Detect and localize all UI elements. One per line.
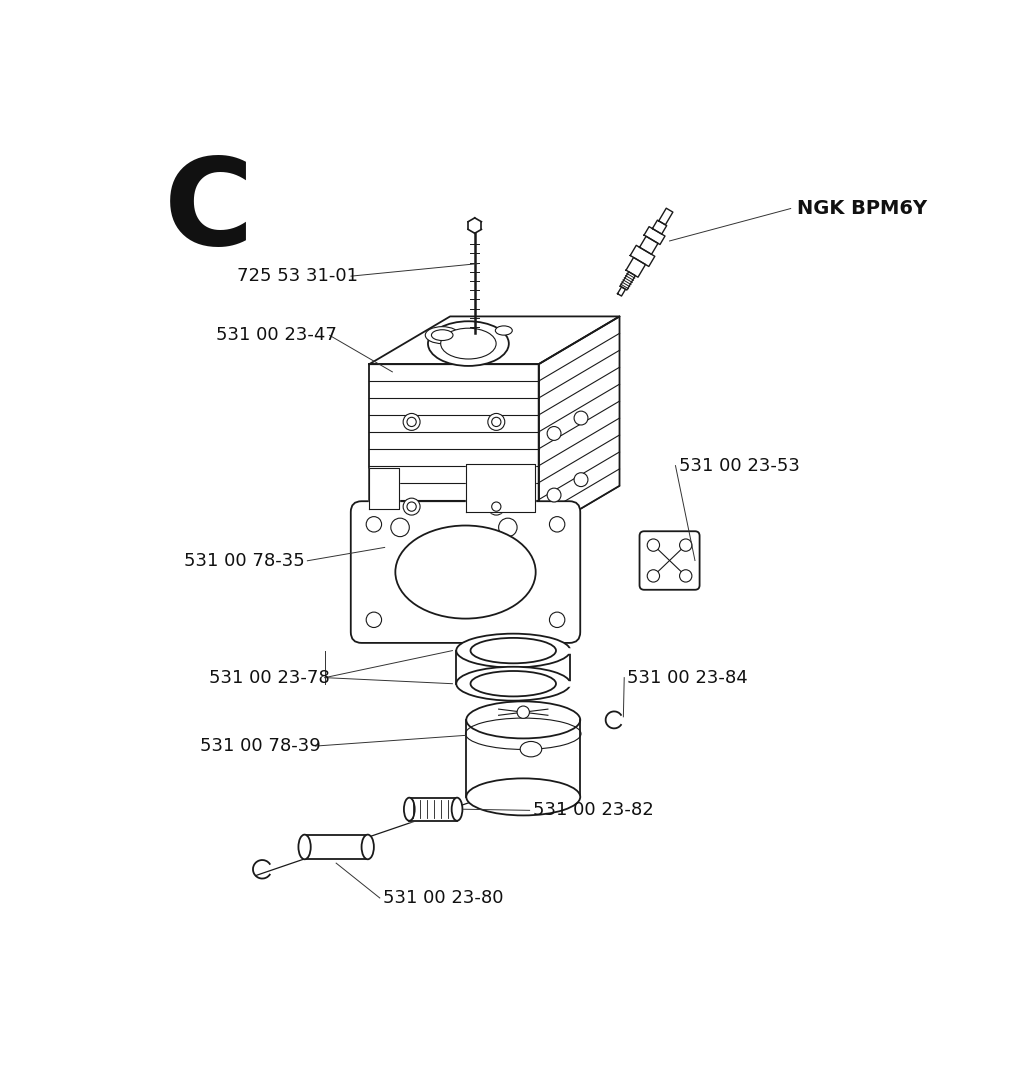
Ellipse shape: [470, 637, 556, 663]
Circle shape: [647, 570, 659, 582]
Circle shape: [517, 706, 529, 719]
Polygon shape: [370, 317, 620, 364]
Text: 725 53 31-01: 725 53 31-01: [237, 267, 358, 285]
Ellipse shape: [425, 326, 459, 344]
Polygon shape: [626, 258, 645, 278]
Ellipse shape: [452, 798, 463, 821]
Text: 531 00 23-47: 531 00 23-47: [216, 326, 337, 345]
Polygon shape: [466, 720, 581, 797]
Circle shape: [574, 473, 588, 487]
Ellipse shape: [403, 798, 415, 821]
Ellipse shape: [298, 835, 310, 860]
Text: 531 00 78-39: 531 00 78-39: [200, 737, 321, 756]
Circle shape: [680, 570, 692, 582]
Circle shape: [492, 502, 501, 512]
Polygon shape: [630, 245, 654, 267]
Ellipse shape: [466, 701, 581, 738]
Text: NGK BPM6Y: NGK BPM6Y: [797, 199, 927, 218]
Circle shape: [391, 518, 410, 537]
Ellipse shape: [431, 330, 453, 340]
Circle shape: [407, 502, 416, 512]
Polygon shape: [652, 220, 667, 234]
Circle shape: [550, 612, 565, 628]
Polygon shape: [658, 208, 673, 224]
Polygon shape: [539, 317, 620, 533]
Circle shape: [403, 499, 420, 515]
Text: 531 00 23-84: 531 00 23-84: [628, 669, 749, 686]
Polygon shape: [410, 798, 457, 821]
Ellipse shape: [520, 741, 542, 757]
Circle shape: [547, 488, 561, 502]
Ellipse shape: [496, 326, 512, 335]
Text: C: C: [164, 154, 253, 270]
Ellipse shape: [457, 667, 570, 700]
Circle shape: [487, 413, 505, 430]
Text: 531 00 23-82: 531 00 23-82: [532, 801, 653, 820]
Ellipse shape: [395, 526, 536, 619]
Ellipse shape: [361, 835, 374, 860]
Polygon shape: [621, 272, 635, 291]
Circle shape: [499, 518, 517, 537]
Ellipse shape: [466, 778, 581, 815]
Ellipse shape: [457, 634, 570, 668]
Circle shape: [680, 539, 692, 552]
Text: 531 00 23-78: 531 00 23-78: [210, 669, 330, 686]
Polygon shape: [617, 287, 626, 296]
Polygon shape: [370, 364, 539, 533]
Circle shape: [574, 411, 588, 425]
Circle shape: [407, 417, 416, 426]
Circle shape: [367, 517, 382, 532]
Circle shape: [647, 539, 659, 552]
Text: 531 00 78-35: 531 00 78-35: [184, 552, 305, 570]
Polygon shape: [304, 835, 368, 860]
Circle shape: [487, 499, 505, 515]
Text: 531 00 23-53: 531 00 23-53: [679, 456, 800, 475]
Text: 531 00 23-80: 531 00 23-80: [383, 889, 504, 907]
Circle shape: [547, 426, 561, 440]
Polygon shape: [370, 468, 398, 508]
Polygon shape: [640, 236, 658, 255]
Polygon shape: [644, 227, 665, 245]
Ellipse shape: [470, 671, 556, 696]
Circle shape: [492, 417, 501, 426]
Circle shape: [367, 612, 382, 628]
Ellipse shape: [440, 328, 496, 359]
Ellipse shape: [428, 321, 509, 366]
Polygon shape: [466, 464, 535, 512]
FancyBboxPatch shape: [351, 501, 581, 643]
FancyBboxPatch shape: [640, 531, 699, 590]
Circle shape: [550, 517, 565, 532]
Circle shape: [403, 413, 420, 430]
